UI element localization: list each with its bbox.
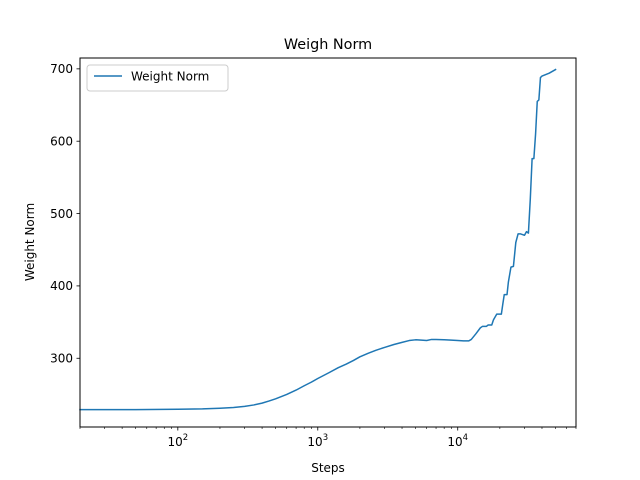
y-tick-label: 600 xyxy=(50,135,73,149)
legend: Weight Norm xyxy=(86,64,229,92)
chart-title: Weigh Norm xyxy=(284,37,372,53)
axes-frame xyxy=(79,57,577,428)
legend-label: Weight Norm xyxy=(131,70,209,84)
y-tick-label: 400 xyxy=(50,279,73,293)
legend-box xyxy=(86,64,229,92)
y-tick-label: 500 xyxy=(50,207,73,221)
y-tick-label: 700 xyxy=(50,62,73,76)
plot-area xyxy=(79,68,557,411)
y-tick-label: 300 xyxy=(50,352,73,366)
y-axis-label: Weight Norm xyxy=(23,203,37,281)
y-axis: 300 400 500 600 700 xyxy=(50,62,80,366)
series-line-0 xyxy=(79,68,557,411)
x-axis-label: Steps xyxy=(311,461,345,475)
